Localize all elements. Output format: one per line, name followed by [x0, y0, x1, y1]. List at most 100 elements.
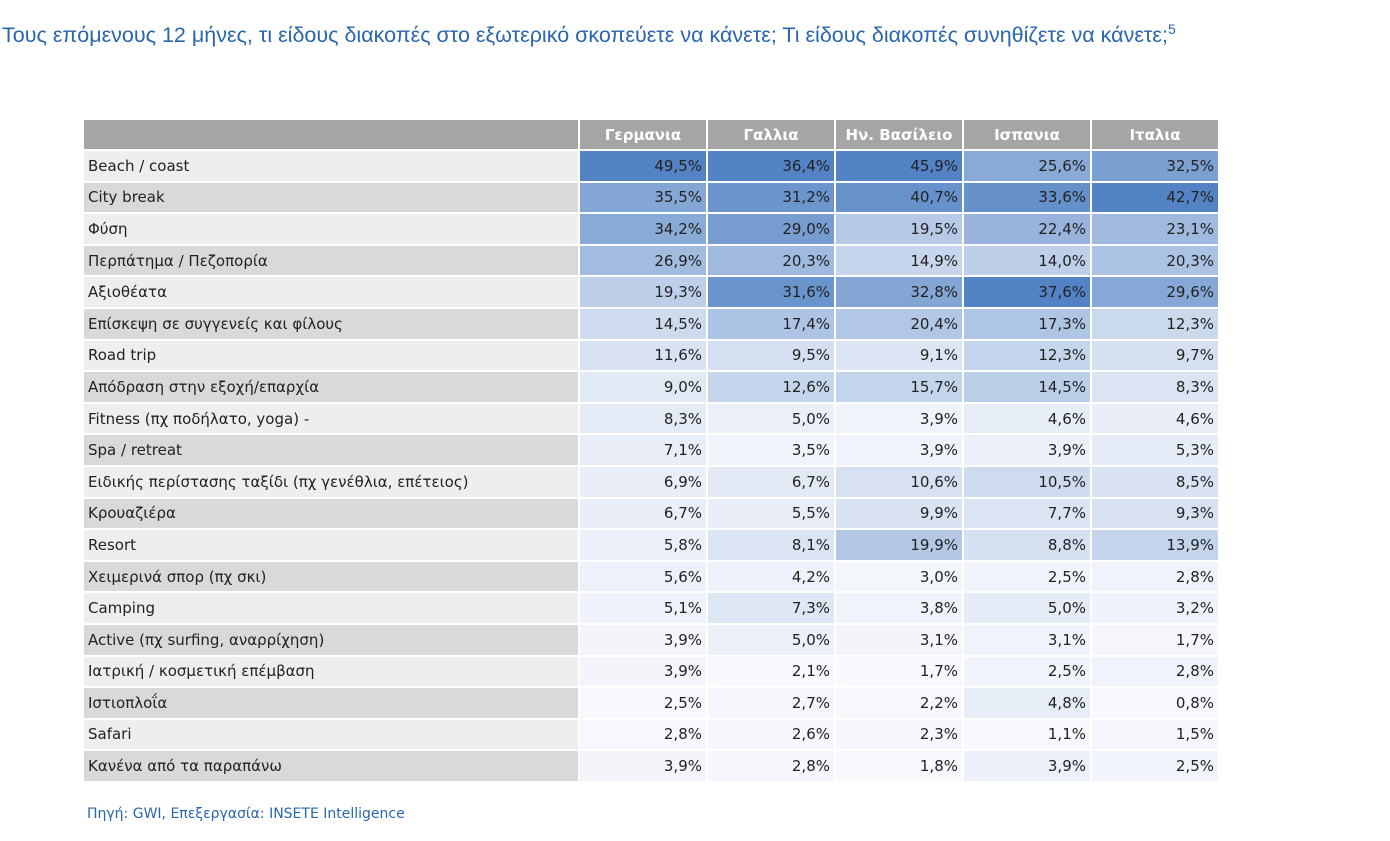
heat-cell: 19,5%: [836, 214, 962, 244]
row-label: Ιστιοπλοΐα: [84, 688, 578, 718]
heat-cell: 20,3%: [708, 245, 834, 276]
row-label: Κανένα από τα παραπάνω: [84, 751, 578, 781]
heat-cell: 6,7%: [708, 466, 834, 497]
table-row: Επίσκεψη σε συγγενείς και φίλους 14,5% 17,…: [84, 308, 1218, 339]
heat-cell: 5,3%: [1092, 435, 1218, 465]
heat-cell: 10,5%: [964, 466, 1090, 497]
heat-cell: 37,6%: [964, 277, 1090, 307]
heat-cell: 2,6%: [708, 719, 834, 750]
heat-cell: 17,3%: [964, 308, 1090, 339]
heat-cell: 9,1%: [836, 340, 962, 371]
heat-cell: 20,4%: [836, 308, 962, 339]
row-label: Ειδικής περίστασης ταξίδι (πχ γενέθλια, …: [84, 466, 578, 497]
heat-cell: 23,1%: [1092, 214, 1218, 244]
table-row: Camping 5,1% 7,3% 3,8% 5,0% 3,2%: [84, 593, 1218, 623]
heat-cell: 2,2%: [836, 688, 962, 718]
row-label: Beach / coast: [84, 151, 578, 181]
heat-cell: 3,9%: [964, 435, 1090, 465]
heat-cell: 9,9%: [836, 498, 962, 529]
heat-cell: 36,4%: [708, 151, 834, 181]
title-text: Τους επόμενους 12 μήνες, τι είδους διακο…: [2, 23, 1168, 48]
heat-cell: 6,7%: [580, 498, 706, 529]
heat-cell: 7,3%: [708, 593, 834, 623]
row-label: Χειμερινά σπορ (πχ σκι): [84, 561, 578, 592]
heat-cell: 42,7%: [1092, 182, 1218, 213]
heat-cell: 29,0%: [708, 214, 834, 244]
heat-cell: 5,5%: [708, 498, 834, 529]
heat-cell: 1,1%: [964, 719, 1090, 750]
row-label: Αξιοθέατα: [84, 277, 578, 307]
row-label: City break: [84, 182, 578, 213]
heat-cell: 3,9%: [580, 656, 706, 687]
table-row: Απόδραση στην εξοχή/επαρχία 9,0% 12,6% 15,7…: [84, 372, 1218, 402]
row-label: Απόδραση στην εξοχή/επαρχία: [84, 372, 578, 402]
row-label: Περπάτημα / Πεζοπορία: [84, 245, 578, 276]
heat-cell: 3,1%: [964, 624, 1090, 655]
heat-cell: 6,9%: [580, 466, 706, 497]
table-row: Spa / retreat 7,1% 3,5% 3,9% 3,9% 5,3%: [84, 435, 1218, 465]
heat-cell: 2,5%: [964, 656, 1090, 687]
heat-cell: 5,0%: [964, 593, 1090, 623]
heat-cell: 13,9%: [1092, 530, 1218, 560]
heat-cell: 33,6%: [964, 182, 1090, 213]
table-row: Αξιοθέατα 19,3% 31,6% 32,8% 37,6% 29,6%: [84, 277, 1218, 307]
heat-cell: 14,5%: [580, 308, 706, 339]
heat-cell: 11,6%: [580, 340, 706, 371]
heat-cell: 25,6%: [964, 151, 1090, 181]
heat-cell: 2,8%: [1092, 561, 1218, 592]
heat-cell: 20,3%: [1092, 245, 1218, 276]
heat-cell: 22,4%: [964, 214, 1090, 244]
heat-cell: 31,2%: [708, 182, 834, 213]
heat-cell: 0,8%: [1092, 688, 1218, 718]
column-header: Ισπανια: [964, 120, 1090, 149]
table-row: Resort 5,8% 8,1% 19,9% 8,8% 13,9%: [84, 530, 1218, 560]
heat-cell: 9,0%: [580, 372, 706, 402]
header-blank: [84, 120, 578, 149]
heat-cell: 9,3%: [1092, 498, 1218, 529]
heat-cell: 3,9%: [580, 624, 706, 655]
row-label: Safari: [84, 719, 578, 750]
heat-cell: 8,8%: [964, 530, 1090, 560]
table-row: Ειδικής περίστασης ταξίδι (πχ γενέθλια, …: [84, 466, 1218, 497]
heat-cell: 3,9%: [964, 751, 1090, 781]
heat-cell: 2,7%: [708, 688, 834, 718]
row-label: Spa / retreat: [84, 435, 578, 465]
row-label: Επίσκεψη σε συγγενείς και φίλους: [84, 308, 578, 339]
column-header: Γερμανια: [580, 120, 706, 149]
heat-cell: 3,1%: [836, 624, 962, 655]
heat-cell: 26,9%: [580, 245, 706, 276]
heat-cell: 8,3%: [580, 403, 706, 434]
column-header: Ιταλια: [1092, 120, 1218, 149]
heat-cell: 5,6%: [580, 561, 706, 592]
heat-cell: 1,5%: [1092, 719, 1218, 750]
heat-cell: 1,7%: [836, 656, 962, 687]
heat-cell: 3,9%: [580, 751, 706, 781]
heat-cell: 4,8%: [964, 688, 1090, 718]
table-row: Ιστιοπλοΐα 2,5% 2,7% 2,2% 4,8% 0,8%: [84, 688, 1218, 718]
page-title: Τους επόμενους 12 μήνες, τι είδους διακο…: [2, 4, 1387, 60]
heat-cell: 8,1%: [708, 530, 834, 560]
heat-cell: 3,9%: [836, 403, 962, 434]
table-row: Ιατρική / κοσμετική επέμβαση 3,9% 2,1% 1,7%…: [84, 656, 1218, 687]
row-label: Camping: [84, 593, 578, 623]
heat-cell: 10,6%: [836, 466, 962, 497]
heat-cell: 14,5%: [964, 372, 1090, 402]
heat-cell: 7,1%: [580, 435, 706, 465]
heat-cell: 3,8%: [836, 593, 962, 623]
table-row: Fitness (πχ ποδήλατο, yoga) -8,3% 5,0% 3,9…: [84, 403, 1218, 434]
header-row: Γερμανια Γαλλια Ην. Βασίλειο Ισπανια Ιταλια: [84, 120, 1218, 149]
heat-cell: 3,2%: [1092, 593, 1218, 623]
heat-cell: 29,6%: [1092, 277, 1218, 307]
heat-cell: 5,8%: [580, 530, 706, 560]
heat-cell: 2,1%: [708, 656, 834, 687]
heat-cell: 8,5%: [1092, 466, 1218, 497]
heat-cell: 14,9%: [836, 245, 962, 276]
heat-cell: 5,0%: [708, 624, 834, 655]
heat-cell: 2,8%: [708, 751, 834, 781]
heat-cell: 1,8%: [836, 751, 962, 781]
table-row: Safari 2,8% 2,6% 2,3% 1,1% 1,5%: [84, 719, 1218, 750]
column-header: Γαλλια: [708, 120, 834, 149]
heat-cell: 5,0%: [708, 403, 834, 434]
heat-cell: 45,9%: [836, 151, 962, 181]
row-label: Φύση: [84, 214, 578, 244]
